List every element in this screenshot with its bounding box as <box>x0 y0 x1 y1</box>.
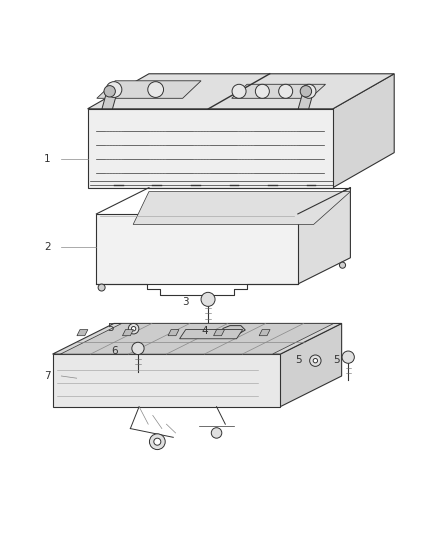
Circle shape <box>132 342 144 354</box>
Circle shape <box>339 262 346 268</box>
Polygon shape <box>168 329 179 336</box>
Polygon shape <box>333 74 394 188</box>
Text: 5: 5 <box>296 355 302 365</box>
Polygon shape <box>53 354 280 407</box>
Text: 7: 7 <box>44 371 50 381</box>
Text: 2: 2 <box>44 242 50 252</box>
Polygon shape <box>133 191 350 224</box>
Circle shape <box>149 434 165 449</box>
Polygon shape <box>298 188 350 284</box>
Polygon shape <box>77 329 88 336</box>
Circle shape <box>128 324 139 334</box>
Polygon shape <box>88 109 333 188</box>
Polygon shape <box>298 91 314 109</box>
Polygon shape <box>123 329 134 336</box>
Circle shape <box>255 84 269 98</box>
Polygon shape <box>60 324 334 354</box>
Polygon shape <box>96 214 298 284</box>
Circle shape <box>211 427 222 438</box>
Circle shape <box>300 86 311 97</box>
Text: 3: 3 <box>182 297 188 308</box>
Circle shape <box>342 351 354 364</box>
Text: 1: 1 <box>44 154 50 164</box>
Text: 4: 4 <box>201 326 208 336</box>
Polygon shape <box>280 324 342 407</box>
Circle shape <box>131 327 136 331</box>
Text: 6: 6 <box>112 345 118 356</box>
Circle shape <box>104 86 115 97</box>
Polygon shape <box>53 324 342 354</box>
Polygon shape <box>214 329 225 336</box>
Circle shape <box>148 82 163 98</box>
Polygon shape <box>219 326 245 335</box>
Polygon shape <box>232 84 325 98</box>
Circle shape <box>313 359 318 363</box>
Circle shape <box>279 84 293 98</box>
Circle shape <box>310 355 321 366</box>
Circle shape <box>201 292 215 306</box>
Polygon shape <box>97 81 201 98</box>
Circle shape <box>302 84 316 98</box>
Circle shape <box>232 84 246 98</box>
Circle shape <box>106 82 122 98</box>
Text: 5: 5 <box>333 355 339 365</box>
Circle shape <box>154 438 161 445</box>
Circle shape <box>98 284 105 291</box>
Text: 5: 5 <box>107 323 114 333</box>
Polygon shape <box>180 329 243 339</box>
Polygon shape <box>102 91 117 109</box>
Polygon shape <box>88 74 394 109</box>
Polygon shape <box>259 329 270 336</box>
